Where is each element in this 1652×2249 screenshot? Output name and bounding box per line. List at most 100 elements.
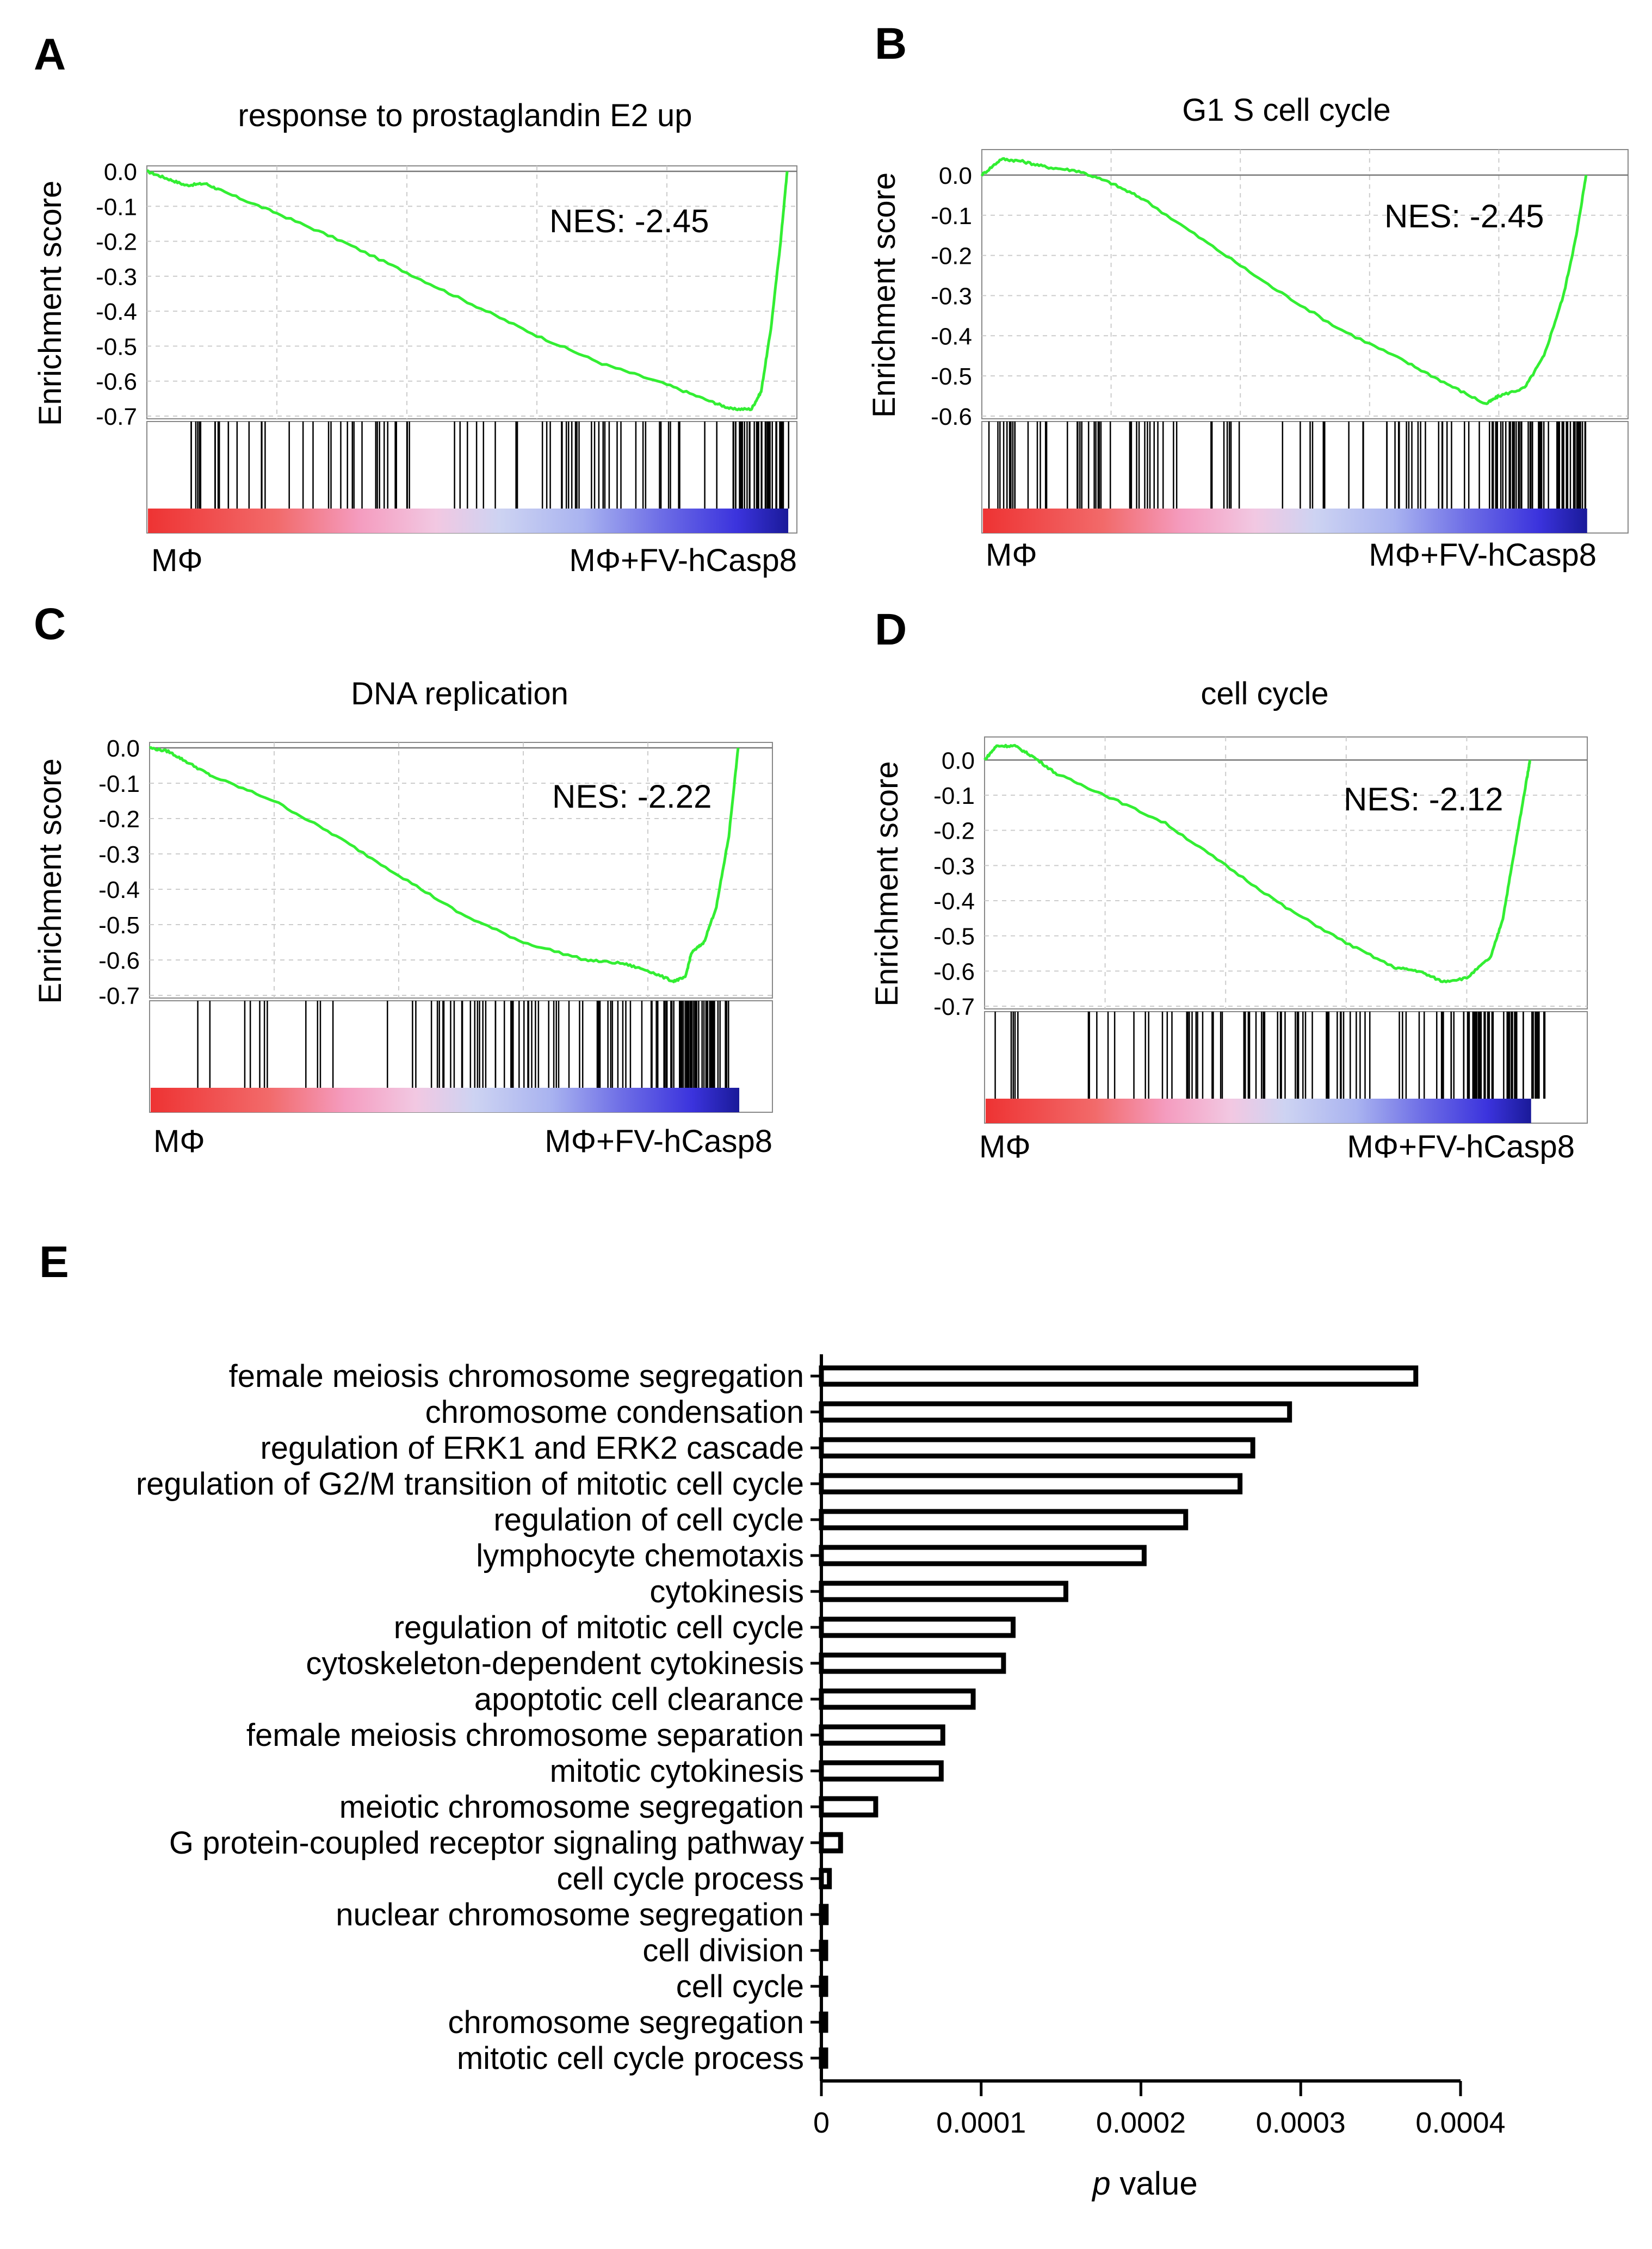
category-label: mitotic cytokinesis: [550, 1754, 804, 1789]
x-axis-label: p value: [1091, 2165, 1197, 2202]
category-label: female meiosis chromosome separation: [246, 1718, 804, 1753]
y-axis-label: Enrichment score: [869, 761, 905, 1006]
x-tick-label: 0.0004: [1415, 2106, 1505, 2139]
y-tick-label: -0.2: [96, 229, 137, 256]
bar: [819, 1940, 828, 1961]
gsea-panel-c: C DNA replication 0.0 -0.1 -0.2 -0.3 -0.4 -0.5 -…: [33, 599, 773, 1159]
y-tick-label: -0.4: [96, 299, 137, 325]
y-tick-label: -0.4: [98, 877, 140, 903]
panel-letter: B: [875, 19, 907, 69]
x-axis-label-italic: p: [1091, 2165, 1110, 2202]
plot-frame: [149, 742, 773, 999]
right-group-label: MΦ+FV-hCasp8: [1347, 1129, 1575, 1164]
y-tick-label: -0.3: [931, 283, 972, 309]
y-tick-label: -0.7: [96, 404, 137, 430]
bar: [819, 2011, 828, 2033]
plot-frame: [984, 736, 1588, 1009]
category-label: cell division: [642, 1933, 804, 1968]
y-tick-label: -0.5: [931, 363, 972, 390]
bar: [819, 1437, 1255, 1459]
category-label: chromosome segregation: [448, 2005, 804, 2040]
left-group-label: MΦ: [153, 1124, 205, 1159]
category-label: cytokinesis: [649, 1574, 804, 1609]
category-label: female meiosis chromosome segregation: [229, 1359, 804, 1394]
panel-title: cell cycle: [1201, 676, 1328, 711]
bar: [819, 1473, 1243, 1495]
category-label: regulation of G2/M transition of mitotic…: [136, 1466, 804, 1502]
y-tick-label: -0.3: [933, 853, 975, 879]
y-tick-label: -0.1: [98, 771, 140, 797]
bar: [819, 1652, 1006, 1674]
bar: [819, 1760, 944, 1782]
gsea-panel-b: B G1 S cell cycle 0.0 -0.1 -0.2 -0.3 -0.4 -0.5 -…: [867, 19, 1629, 573]
category-label: regulation of ERK1 and ERK2 cascade: [260, 1430, 804, 1466]
y-tick-label: -0.1: [933, 783, 975, 809]
left-group-label: MΦ: [986, 537, 1037, 573]
y-tick-label: -0.3: [96, 264, 137, 290]
y-tick-label: 0.0: [104, 159, 137, 185]
bar: [819, 1616, 1016, 1638]
y-tick-label: -0.7: [933, 994, 975, 1020]
y-tick-label: -0.2: [98, 806, 140, 833]
y-tick-label: -0.1: [931, 203, 972, 230]
category-label: regulation of mitotic cell cycle: [394, 1610, 804, 1645]
category-label: chromosome condensation: [425, 1395, 804, 1430]
y-axis-label: Enrichment score: [867, 172, 902, 418]
nes-label: NES: -2.45: [549, 203, 709, 239]
y-tick-label: -0.2: [931, 243, 972, 270]
y-tick-label: -0.5: [98, 912, 140, 939]
bar: [819, 1365, 1419, 1387]
category-label: meiotic chromosome segregation: [339, 1789, 804, 1825]
panel-title: response to prostaglandin E2 up: [238, 98, 692, 133]
rank-color-bar: [151, 1088, 740, 1112]
nes-label: NES: -2.12: [1344, 781, 1503, 817]
left-group-label: MΦ: [151, 543, 203, 578]
bar: [819, 1904, 829, 1925]
nes-label: NES: -2.45: [1384, 198, 1544, 234]
x-tick-label: 0.0003: [1256, 2106, 1346, 2139]
right-group-label: MΦ+FV-hCasp8: [1369, 537, 1597, 573]
panel-letter: A: [34, 30, 66, 79]
category-label: G protein-coupled receptor signaling pat…: [169, 1825, 804, 1861]
panel-title: G1 S cell cycle: [1182, 92, 1391, 128]
rank-color-bar: [986, 1099, 1531, 1123]
bar: [819, 1688, 976, 1710]
y-tick-label: 0.0: [107, 735, 140, 762]
y-tick-label: -0.4: [933, 888, 975, 915]
bar: [819, 1832, 843, 1854]
y-tick-label: 0.0: [942, 747, 975, 774]
y-tick-label: -0.5: [933, 924, 975, 950]
x-axis-label-rest: value: [1111, 2165, 1198, 2202]
bar: [819, 2047, 828, 2069]
category-label: mitotic cell cycle process: [457, 2041, 804, 2076]
rank-color-bar: [983, 509, 1587, 533]
enrichment-curve: [149, 746, 740, 983]
bar: [819, 1975, 828, 1997]
bar: [819, 1724, 945, 1746]
x-tick-label: 0.0001: [936, 2106, 1026, 2139]
y-tick-label: -0.6: [96, 369, 137, 395]
category-label: cytoskeleton-dependent cytokinesis: [306, 1646, 804, 1681]
enrichment-curve: [146, 169, 789, 412]
panel-letter: C: [34, 599, 66, 649]
left-group-label: MΦ: [979, 1129, 1031, 1164]
bar: [819, 1401, 1292, 1423]
right-group-label: MΦ+FV-hCasp8: [545, 1124, 772, 1159]
nes-label: NES: -2.22: [552, 778, 711, 815]
plot-frame: [981, 149, 1629, 419]
right-group-label: MΦ+FV-hCasp8: [569, 543, 797, 578]
category-label: lymphocyte chemotaxis: [476, 1538, 804, 1573]
x-tick-label: 0.0002: [1096, 2106, 1186, 2139]
y-tick-label: -0.1: [96, 194, 137, 220]
bar: [819, 1796, 878, 1818]
bar: [819, 1581, 1068, 1602]
enrichment-curve: [980, 157, 1588, 405]
y-axis-label: Enrichment score: [33, 758, 68, 1003]
plot-frame: [146, 165, 797, 419]
rank-color-bar: [148, 509, 789, 533]
y-tick-label: -0.2: [933, 818, 975, 845]
